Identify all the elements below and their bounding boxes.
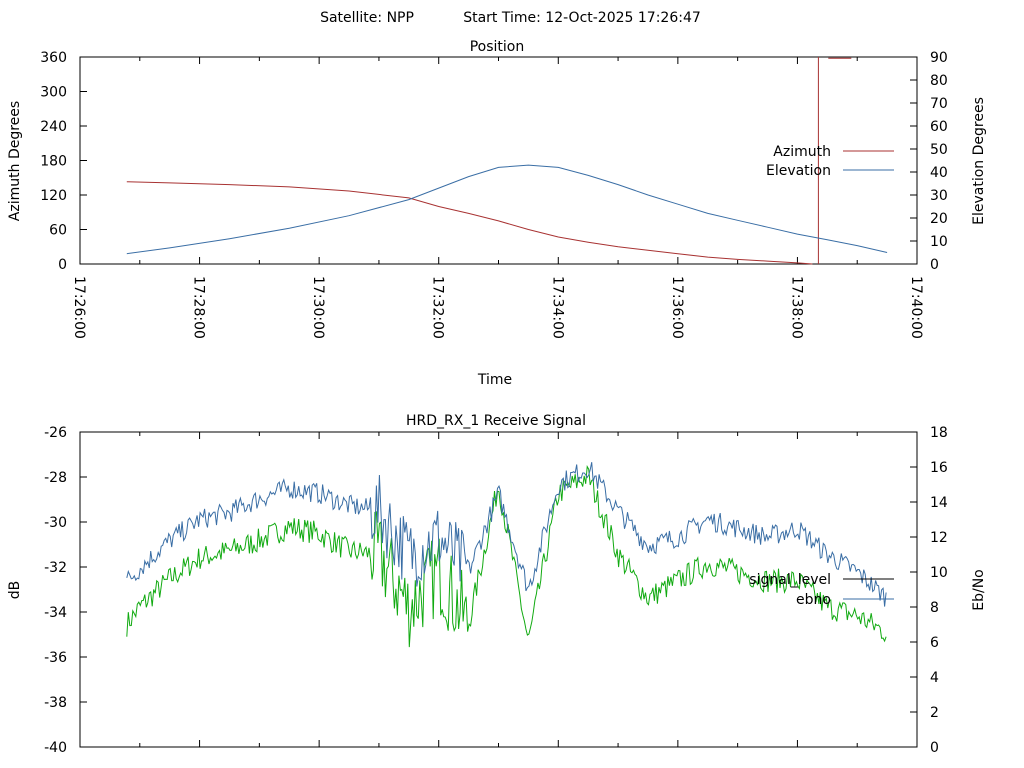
series-line-ebno [126, 462, 887, 607]
signal-y-axis: -40 -38 -36 -34 -32 -30 -28 -26 [44, 425, 87, 756]
position-y2-axis-label: Elevation Degrees [971, 97, 987, 225]
position-y2-tick-label: 50 [930, 142, 948, 158]
signal-y2-axis-label: Eb/No [971, 569, 987, 611]
series-line-green-trace [126, 464, 887, 648]
signal-y2-tick-label: 0 [930, 740, 939, 756]
position-y2-tick-label: 70 [930, 96, 948, 112]
signal-x-axis [79, 432, 918, 747]
position-y-tick-label: 60 [49, 223, 67, 239]
position-x-axis: 17:26:00 17:28:00 17:30:00 17:32:00 17:34:00… [71, 57, 924, 339]
position-y2-tick-label: 80 [930, 73, 948, 89]
legend-label-elevation: Elevation [766, 163, 831, 179]
position-y2-tick-label: 60 [930, 119, 948, 135]
position-y-axis-label: Azimuth Degrees [7, 101, 23, 221]
signal-y2-tick-label: 16 [930, 460, 948, 476]
signal-y2-tick-label: 8 [930, 600, 939, 616]
signal-chart: HRD_RX_1 Receive Signal -40-38-36-34-32-… [7, 413, 987, 756]
position-y2-tick-label: 30 [930, 188, 948, 204]
legend-label-ebno: ebno [796, 592, 831, 608]
start-time-label: Start Time: 12-Oct-2025 17:26:47 [463, 10, 701, 26]
series-line-elevation [126, 164, 888, 255]
position-series [126, 57, 888, 265]
position-chart: Position 0 60 120 180 240 300 360 0 10 20 30 40 50 6… [7, 39, 987, 388]
signal-y-tick-label: -38 [44, 695, 67, 711]
position-y-tick-label: 0 [58, 257, 67, 273]
position-legend: Azimuth Elevation [766, 144, 894, 179]
position-x-tick-label: 17:32:00 [430, 276, 446, 339]
position-x-tick-label: 17:40:00 [908, 276, 924, 339]
signal-chart-title: HRD_RX_1 Receive Signal [406, 413, 586, 429]
position-y-tick-label: 240 [40, 119, 67, 135]
position-x-axis-label: Time [477, 372, 512, 388]
position-y-tick-label: 180 [40, 154, 67, 170]
signal-y2-tick-label: 10 [930, 565, 948, 581]
position-y-tick-label: 360 [40, 50, 67, 66]
position-x-tick-label: 17:26:00 [71, 276, 87, 339]
position-y-tick-label: 300 [40, 85, 67, 101]
signal-plot-frame [79, 431, 918, 748]
signal-y-tick-label: -36 [44, 650, 67, 666]
signal-y-axis-label: dB [7, 581, 23, 600]
signal-y-tick-label: -32 [44, 560, 67, 576]
position-y2-tick-label: 20 [930, 211, 948, 227]
signal-legend: signal_level ebno [749, 572, 894, 608]
signal-y-tick-label: -34 [44, 605, 67, 621]
position-x-tick-label: 17:34:00 [549, 276, 565, 339]
satellite-label: Satellite: NPP [320, 10, 414, 26]
position-x-tick-label: 17:38:00 [788, 276, 804, 339]
position-x-tick-label: 17:30:00 [310, 276, 326, 339]
position-x-tick-label: 17:36:00 [669, 276, 685, 339]
position-y2-tick-label: 0 [930, 257, 939, 273]
signal-y-tick-label: -40 [44, 740, 67, 756]
signal-series [126, 462, 887, 648]
signal-y2-tick-label: 18 [930, 425, 948, 441]
legend-label-azimuth: Azimuth [773, 144, 831, 160]
position-y2-tick-label: 90 [930, 50, 948, 66]
signal-y2-tick-label: 12 [930, 530, 948, 546]
series-line-azimuth [126, 181, 813, 265]
signal-y2-tick-label: 14 [930, 495, 948, 511]
position-y2-axis: 0 10 20 30 40 50 60 70 80 90 [910, 50, 948, 273]
signal-y2-axis: 0 2 4 6 8 10 12 14 16 18 [910, 425, 948, 756]
signal-y-tick-label: -30 [44, 515, 67, 531]
position-y2-tick-label: 10 [930, 234, 948, 250]
position-y-tick-label: 120 [40, 188, 67, 204]
position-y2-tick-label: 40 [930, 165, 948, 181]
signal-y2-tick-label: 4 [930, 670, 939, 686]
signal-y2-tick-label: 6 [930, 635, 939, 651]
legend-label-signal-level: signal_level [749, 572, 831, 588]
signal-y-tick-label: -28 [44, 470, 67, 486]
signal-y2-tick-label: 2 [930, 705, 939, 721]
position-x-tick-label: 17:28:00 [191, 276, 207, 339]
position-y-axis: 0 60 120 180 240 300 360 [40, 50, 87, 273]
position-chart-title: Position [470, 39, 525, 55]
signal-y-tick-label: -26 [44, 425, 67, 441]
